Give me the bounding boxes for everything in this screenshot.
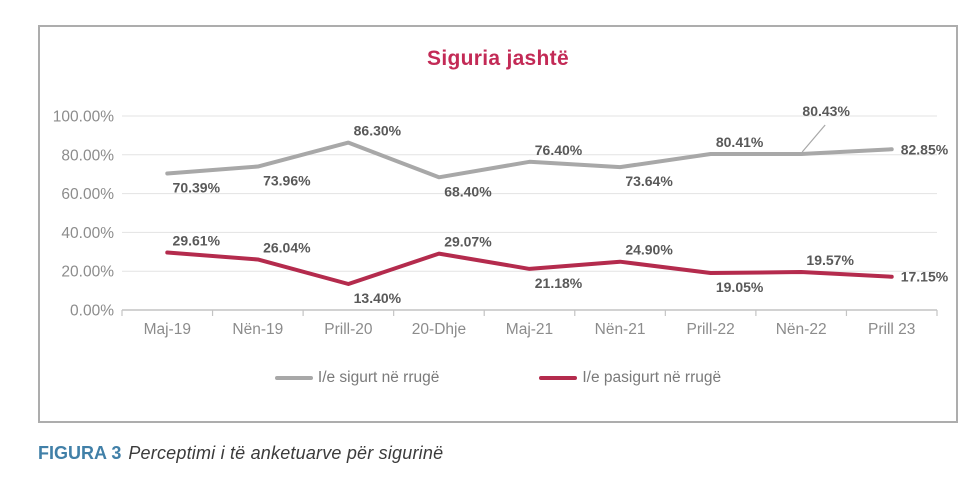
data-label: 80.41%	[716, 134, 764, 150]
x-axis-label: Prill 23	[868, 321, 915, 338]
data-label: 70.39%	[173, 179, 221, 195]
y-axis-tick-label: 40.00%	[61, 225, 114, 242]
label-leader-line	[801, 124, 826, 153]
x-axis-label: 20-Dhje	[412, 321, 466, 338]
y-axis-tick-label: 0.00%	[70, 303, 114, 320]
x-axis-label: Prill-22	[686, 321, 734, 338]
x-axis-label: Nën-19	[232, 321, 283, 338]
data-label: 73.64%	[625, 173, 673, 189]
data-label: 26.04%	[263, 239, 311, 255]
y-axis-tick-label: 20.00%	[61, 264, 114, 281]
chart-legend: I/e sigurt në rrugë I/e pasigurt në rrug…	[40, 367, 956, 389]
figure-caption-tag: FIGURA 3	[38, 443, 122, 463]
x-axis-label: Maj-21	[506, 321, 553, 338]
data-label: 29.07%	[444, 234, 492, 250]
series-line	[165, 250, 894, 287]
legend-swatch-gray-line	[274, 375, 313, 381]
legend-swatch-red-line	[539, 375, 578, 381]
figure-caption-text: Perceptimi i të anketuarve për sigurinë	[128, 443, 444, 463]
legend-item-sigurt: I/e sigurt në rrugë	[274, 369, 440, 387]
series-line	[165, 140, 894, 180]
data-label: 68.40%	[444, 183, 492, 199]
figure-caption: FIGURA 3 Perceptimi i të anketuarve për s…	[38, 443, 443, 464]
data-label: 19.57%	[806, 252, 854, 268]
data-label: 21.18%	[535, 275, 583, 291]
data-label: 19.05%	[716, 279, 764, 295]
chart-title: Siguria jashtë	[427, 47, 569, 70]
legend-label-pasigurt: I/e pasigurt në rrugë	[582, 369, 722, 386]
data-label: 24.90%	[625, 242, 673, 258]
data-label: 82.85%	[901, 141, 949, 157]
data-label: 13.40%	[354, 290, 402, 306]
y-axis-tick-label: 80.00%	[61, 147, 114, 164]
x-axis-label: Prill-20	[324, 321, 373, 338]
data-label: 86.30%	[354, 123, 402, 139]
y-axis-tick-label: 100.00%	[53, 109, 114, 126]
chart-panel: Siguria jashtë 0.00% 20.00% 40.00% 60.00% 80…	[38, 25, 958, 423]
legend-label-sigurt: I/e sigurt në rrugë	[317, 369, 440, 386]
x-axis-label: Nën-21	[595, 321, 646, 338]
x-axis-label: Maj-19	[144, 321, 191, 338]
data-label: 29.61%	[173, 233, 221, 249]
data-label: 17.15%	[901, 269, 949, 285]
line-chart: 0.00% 20.00% 40.00% 60.00% 80.00% 100.00% Maj-…	[53, 103, 949, 338]
y-axis-tick-label: 60.00%	[61, 186, 114, 203]
data-label: 76.40%	[535, 142, 583, 158]
data-label: 73.96%	[263, 173, 311, 189]
legend-item-pasigurt: I/e pasigurt në rrugë	[539, 369, 721, 387]
x-axis-label: Nën-22	[776, 321, 827, 338]
data-label: 80.43%	[802, 103, 850, 119]
